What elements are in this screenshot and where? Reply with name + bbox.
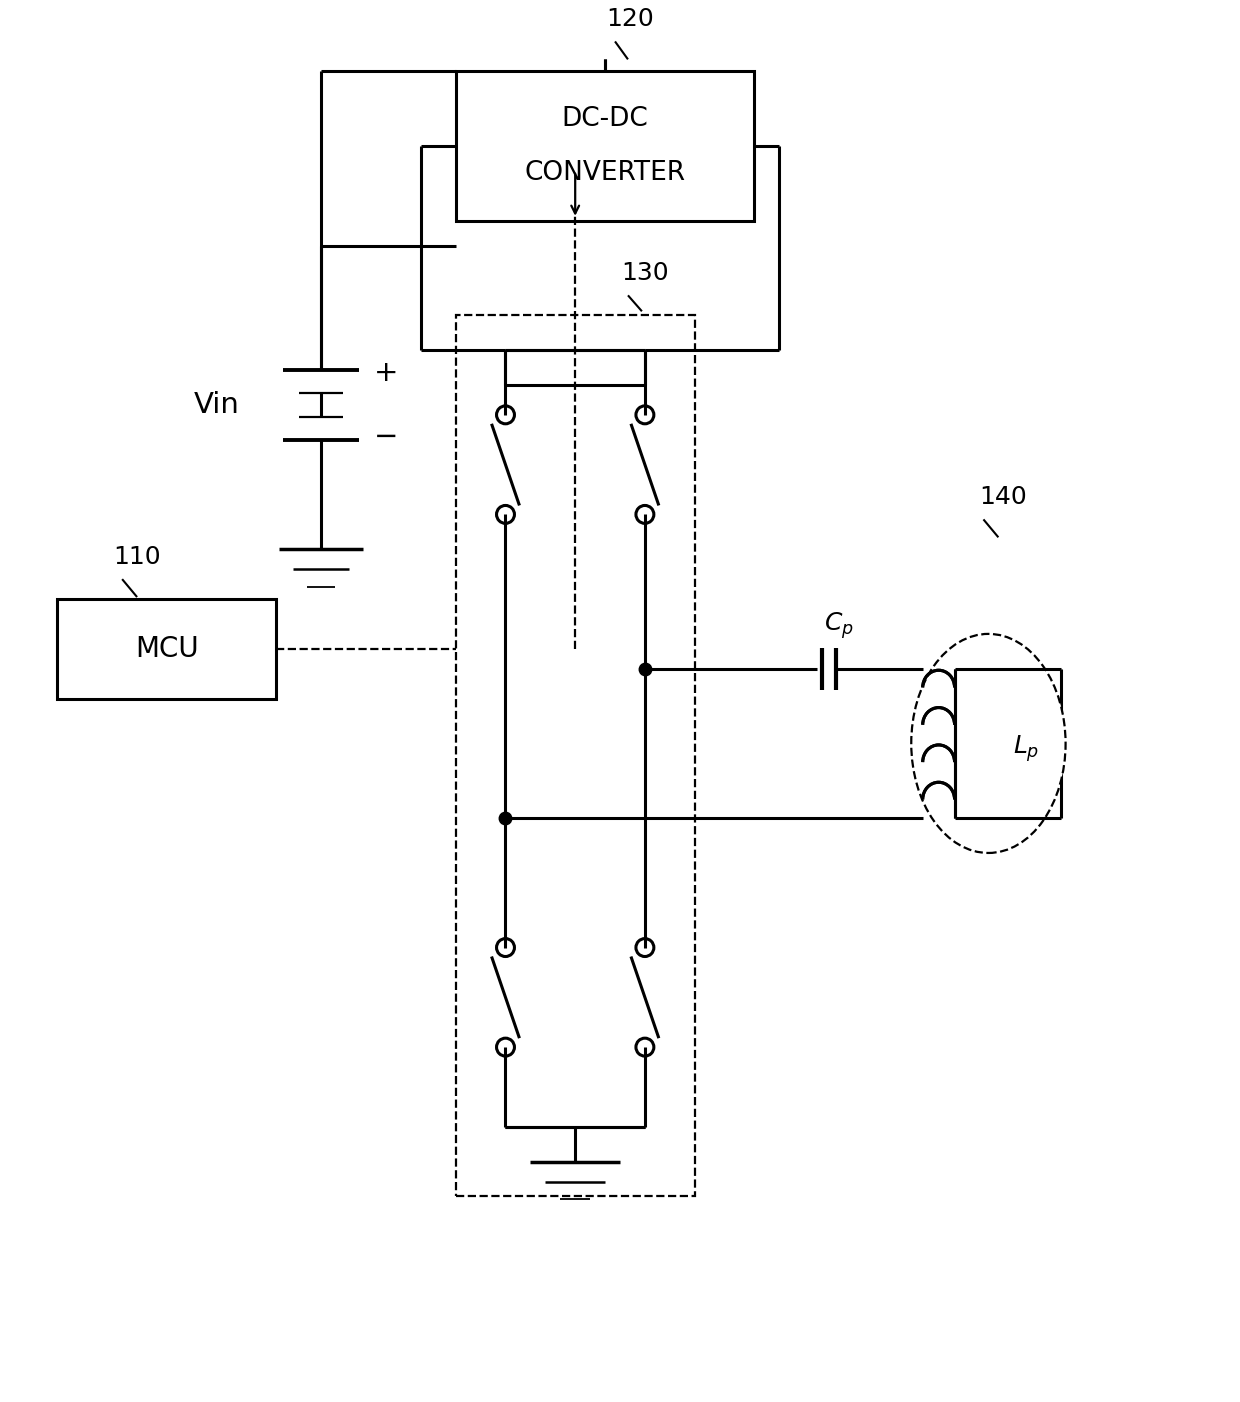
Text: +: + [373, 359, 398, 387]
Text: 110: 110 [113, 545, 161, 569]
Text: $L_p$: $L_p$ [1013, 733, 1039, 764]
Text: −: − [373, 423, 398, 451]
Text: 140: 140 [980, 485, 1027, 509]
Ellipse shape [911, 634, 1065, 852]
Text: $C_p$: $C_p$ [825, 610, 854, 641]
Text: MCU: MCU [135, 635, 198, 663]
Text: Vin: Vin [193, 391, 239, 419]
Text: 120: 120 [606, 7, 653, 31]
Text: CONVERTER: CONVERTER [525, 160, 686, 186]
FancyBboxPatch shape [456, 72, 754, 220]
Text: DC-DC: DC-DC [562, 107, 649, 132]
FancyBboxPatch shape [456, 315, 694, 1196]
Text: 130: 130 [621, 261, 668, 286]
FancyBboxPatch shape [57, 599, 277, 698]
